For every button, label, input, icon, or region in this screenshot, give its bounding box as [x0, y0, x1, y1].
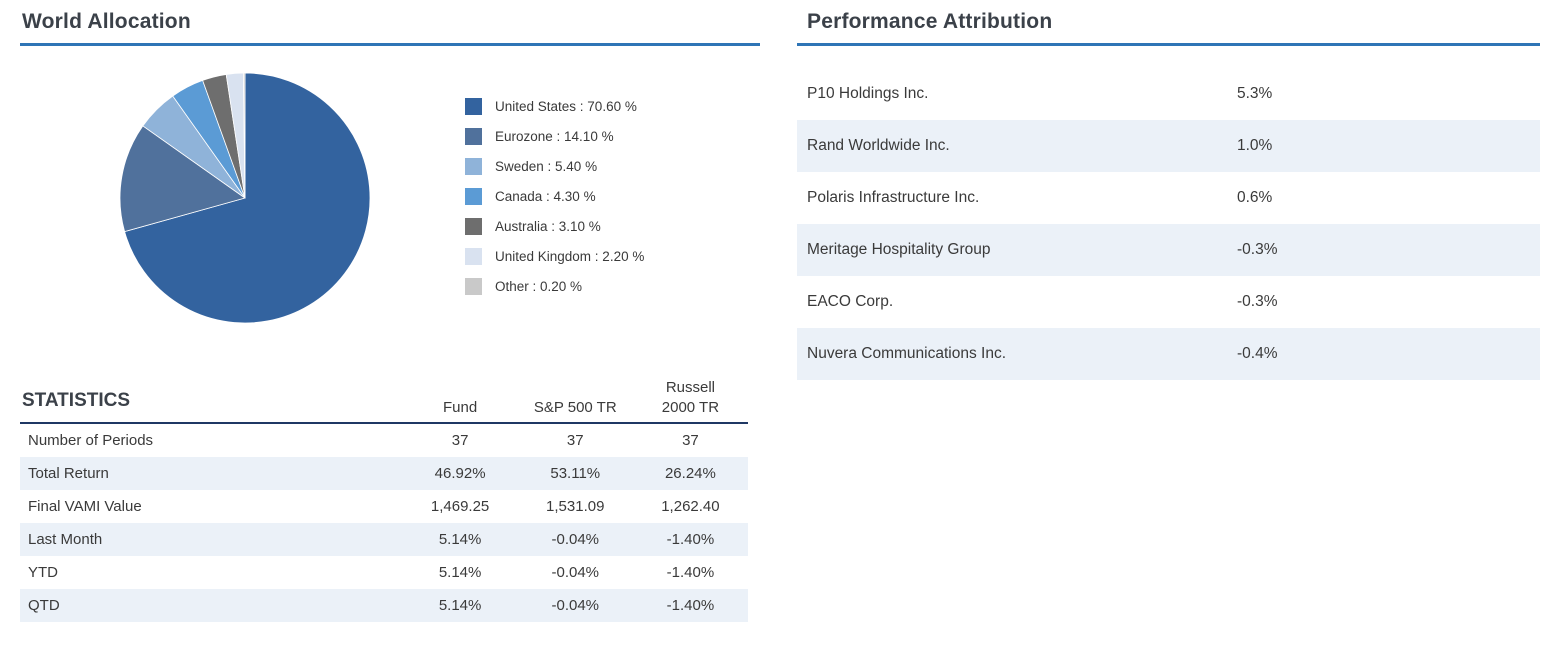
world-allocation-underline [20, 43, 760, 46]
attribution-row: P10 Holdings Inc. 5.3% [797, 68, 1540, 120]
stats-column-header: S&P 500 TR [517, 378, 633, 424]
world-allocation-pie-chart [119, 72, 371, 324]
attribution-value: 0.6% [1237, 189, 1273, 206]
stats-row-label: QTD [28, 597, 60, 614]
stats-cell: 1,531.09 [546, 498, 605, 515]
left-column: World Allocation United States : 70.60 %… [20, 10, 760, 622]
statistics-table: STATISTICS Fund S&P 500 TR Russell 2000 TR… [20, 378, 748, 622]
legend-item-australia: Australia : 3.10 % [465, 218, 644, 235]
legend-item-united-states: United States : 70.60 % [465, 98, 644, 115]
stats-column-header: Russell 2000 TR [632, 378, 748, 424]
world-allocation-section: World Allocation United States : 70.60 %… [20, 10, 760, 368]
attribution-row: EACO Corp. -0.3% [797, 276, 1540, 328]
stats-cell: -1.40% [666, 564, 715, 581]
legend-label: United Kingdom : 2.20 % [495, 249, 645, 264]
legend-label: Australia : 3.10 % [495, 219, 601, 234]
performance-attribution-list: P10 Holdings Inc. 5.3% Rand Worldwide Inc.… [797, 68, 1540, 380]
world-allocation-legend: United States : 70.60 % Eurozone : 14.10 … [465, 98, 644, 308]
pie-slice-united-states [124, 72, 371, 324]
attribution-value: -0.3% [1237, 293, 1278, 310]
stats-row: QTD 5.14% -0.04% -1.40% [20, 589, 748, 622]
attribution-row: Polaris Infrastructure Inc. 0.6% [797, 172, 1540, 224]
legend-swatch [465, 248, 482, 265]
attribution-value: -0.4% [1237, 345, 1278, 362]
stats-cell: 5.14% [438, 597, 482, 614]
legend-swatch [465, 278, 482, 295]
world-allocation-title: World Allocation [22, 10, 191, 33]
stats-row-label: Last Month [28, 531, 103, 548]
legend-swatch [465, 98, 482, 115]
right-column: Performance Attribution P10 Holdings Inc… [797, 10, 1540, 622]
stats-cell: -0.04% [551, 597, 600, 614]
attribution-company-name: EACO Corp. [807, 293, 894, 310]
statistics-header-row: STATISTICS Fund S&P 500 TR Russell 2000 TR [20, 378, 748, 424]
legend-swatch [465, 218, 482, 235]
legend-item-other: Other : 0.20 % [465, 278, 644, 295]
stats-cell: 37 [566, 432, 584, 449]
attribution-value: -0.3% [1237, 241, 1278, 258]
statistics-section: STATISTICS Fund S&P 500 TR Russell 2000 TR… [20, 378, 760, 622]
stats-cell: 46.92% [434, 465, 486, 482]
legend-label: Canada : 4.30 % [495, 189, 596, 204]
stats-row: YTD 5.14% -0.04% -1.40% [20, 556, 748, 589]
stats-cell: 1,469.25 [430, 498, 490, 515]
legend-label: Eurozone : 14.10 % [495, 129, 614, 144]
stats-cell: 1,262.40 [661, 498, 720, 515]
stats-row: Last Month 5.14% -0.04% -1.40% [20, 523, 748, 556]
attribution-row: Meritage Hospitality Group -0.3% [797, 224, 1540, 276]
legend-label: Sweden : 5.40 % [495, 159, 598, 174]
performance-attribution-section: Performance Attribution P10 Holdings Inc… [797, 10, 1540, 380]
legend-item-canada: Canada : 4.30 % [465, 188, 644, 205]
stats-cell: 37 [682, 432, 699, 449]
attribution-company-name: Rand Worldwide Inc. [807, 137, 950, 154]
legend-swatch [465, 158, 482, 175]
legend-item-sweden: Sweden : 5.40 % [465, 158, 644, 175]
stats-row: Total Return 46.92% 53.11% 26.24% [20, 457, 748, 490]
legend-swatch [465, 188, 482, 205]
stats-cell: 5.14% [438, 531, 482, 548]
attribution-company-name: Nuvera Communications Inc. [807, 345, 1006, 362]
stats-row: Final VAMI Value 1,469.25 1,531.09 1,262.40 [20, 490, 748, 523]
attribution-company-name: Polaris Infrastructure Inc. [807, 189, 980, 206]
stats-cell: -0.04% [551, 564, 600, 581]
attribution-company-name: Meritage Hospitality Group [807, 241, 991, 258]
stats-cell: -1.40% [666, 531, 715, 548]
world-allocation-chart-area: United States : 70.60 % Eurozone : 14.10 … [20, 68, 760, 368]
stats-cell: 26.24% [664, 465, 716, 482]
stats-cell: 5.14% [438, 564, 482, 581]
attribution-row: Rand Worldwide Inc. 1.0% [797, 120, 1540, 172]
attribution-value: 5.3% [1237, 85, 1273, 102]
report-page: World Allocation United States : 70.60 %… [20, 10, 1540, 622]
stats-cell: 53.11% [550, 465, 601, 482]
attribution-row: Nuvera Communications Inc. -0.4% [797, 328, 1540, 380]
pie-slice-eurozone [119, 125, 246, 233]
stats-cell: 37 [451, 432, 469, 449]
legend-item-united-kingdom: United Kingdom : 2.20 % [465, 248, 644, 265]
stats-cell: -1.40% [666, 597, 715, 614]
attribution-company-name: P10 Holdings Inc. [807, 85, 929, 102]
statistics-title: STATISTICS [20, 378, 403, 424]
pie-slice-other [243, 72, 246, 199]
stats-cell: -0.04% [551, 531, 600, 548]
legend-label: Other : 0.20 % [495, 279, 583, 294]
stats-row-label: YTD [28, 564, 58, 581]
legend-item-eurozone: Eurozone : 14.10 % [465, 128, 644, 145]
stats-row: Number of Periods 37 37 37 [20, 423, 748, 457]
stats-row-label: Number of Periods [28, 432, 154, 449]
legend-swatch [465, 128, 482, 145]
attribution-value: 1.0% [1237, 137, 1273, 154]
legend-label: United States : 70.60 % [495, 99, 637, 114]
stats-column-header: Fund [402, 378, 518, 424]
stats-row-label: Final VAMI Value [28, 498, 142, 515]
stats-row-label: Total Return [28, 465, 109, 482]
performance-attribution-underline [797, 43, 1540, 46]
performance-attribution-title: Performance Attribution [807, 10, 1053, 33]
